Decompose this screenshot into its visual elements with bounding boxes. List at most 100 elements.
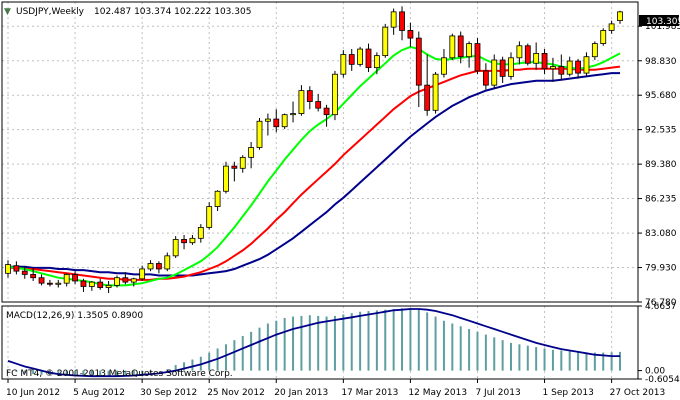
candle-body — [558, 66, 565, 75]
x-tick-label: 10 Jun 2012 — [6, 388, 60, 398]
candle — [97, 278, 104, 290]
candle — [147, 260, 154, 272]
candle — [38, 274, 45, 286]
candle-body — [533, 53, 540, 64]
candle-body — [332, 73, 338, 116]
x-tick-label: 30 Sep 2012 — [140, 388, 197, 398]
candle-body — [214, 190, 221, 207]
x-tick-label: 25 Nov 2012 — [207, 388, 265, 398]
candle-body — [122, 277, 129, 283]
candle-body — [566, 60, 573, 75]
candle-body — [365, 48, 372, 69]
candle-body — [239, 156, 246, 169]
candle-body — [114, 277, 120, 286]
candle — [591, 41, 598, 60]
candle-body — [164, 255, 171, 270]
macd-histogram — [15, 308, 621, 377]
candle-body — [315, 101, 322, 109]
candle-body — [206, 206, 213, 228]
candle-body — [88, 281, 95, 287]
candle — [72, 271, 78, 285]
moving-averages — [7, 45, 621, 287]
candle-body — [600, 30, 607, 44]
candle-body — [541, 53, 548, 70]
candle-body — [508, 57, 514, 77]
candle — [541, 49, 548, 75]
candle — [47, 279, 53, 287]
candle — [223, 161, 229, 194]
candle-body — [38, 277, 45, 284]
candle-body — [373, 55, 380, 69]
candle-body — [306, 90, 313, 102]
candle-body — [323, 107, 330, 116]
candle-body — [491, 59, 498, 86]
candle — [340, 50, 347, 78]
candle — [206, 202, 213, 230]
candle-body — [290, 113, 296, 116]
y-tick-label: 95.680 — [645, 91, 677, 101]
candle — [617, 10, 623, 24]
candle — [298, 85, 305, 116]
candle-body — [172, 239, 179, 257]
candle — [13, 261, 20, 275]
candle — [466, 41, 472, 68]
candle-body — [298, 90, 305, 114]
candle-body — [181, 239, 187, 244]
candle — [256, 117, 263, 150]
candle — [88, 280, 95, 291]
y-axis-labels: 101.985 98.830 95.680 92.535 89.380 86.235 83.… — [638, 22, 680, 308]
candle-body — [197, 226, 204, 239]
candle-body — [449, 35, 456, 59]
ma-red-line — [8, 65, 621, 281]
candle-body — [575, 60, 581, 74]
candle-body — [105, 284, 112, 288]
x-axis-labels: 10 Jun 2012 5 Aug 2012 30 Sep 2012 25 Nov 2… — [6, 379, 665, 398]
candle — [365, 43, 372, 73]
candle — [566, 56, 573, 77]
candle-body — [256, 120, 263, 148]
candle-body — [474, 43, 481, 72]
x-tick-label: 12 May 2013 — [408, 388, 467, 398]
macd-signal — [7, 308, 620, 378]
macd-y-tick-label: -0.6054 — [645, 375, 680, 385]
candle-body — [97, 281, 104, 288]
candles — [5, 6, 623, 294]
x-tick-label: 17 Mar 2013 — [341, 388, 398, 398]
candle — [273, 109, 280, 133]
candle — [323, 104, 330, 127]
x-tick-label: 5 Aug 2012 — [73, 388, 125, 398]
candle-body — [273, 118, 280, 128]
candle — [516, 41, 523, 65]
candle-body — [130, 278, 137, 283]
candle — [508, 52, 514, 80]
candle — [600, 28, 607, 46]
candle — [5, 260, 11, 278]
candle-body — [499, 59, 506, 77]
candle — [491, 54, 498, 89]
candle-body — [80, 280, 87, 287]
y-tick-label: 92.535 — [645, 126, 677, 136]
candle — [550, 57, 556, 82]
x-tick-label: 20 Jan 2013 — [274, 388, 328, 398]
candle — [382, 23, 389, 58]
candle-body — [63, 274, 70, 284]
candle — [239, 155, 246, 173]
candle-body — [617, 11, 623, 21]
candle — [197, 224, 204, 243]
candle — [55, 279, 62, 288]
candle-body — [382, 26, 389, 57]
candle-body — [424, 84, 431, 111]
candle — [114, 275, 120, 288]
candle — [499, 56, 506, 83]
candle — [248, 142, 255, 169]
candle-body — [156, 263, 162, 270]
candle-body — [591, 43, 598, 58]
x-tick-label: 7 Jul 2013 — [475, 388, 520, 398]
candle — [306, 86, 313, 110]
candle-body — [524, 45, 531, 64]
macd-signal-line — [7, 308, 620, 378]
candle — [164, 252, 171, 272]
candle-body — [231, 165, 238, 169]
candle — [558, 54, 565, 80]
